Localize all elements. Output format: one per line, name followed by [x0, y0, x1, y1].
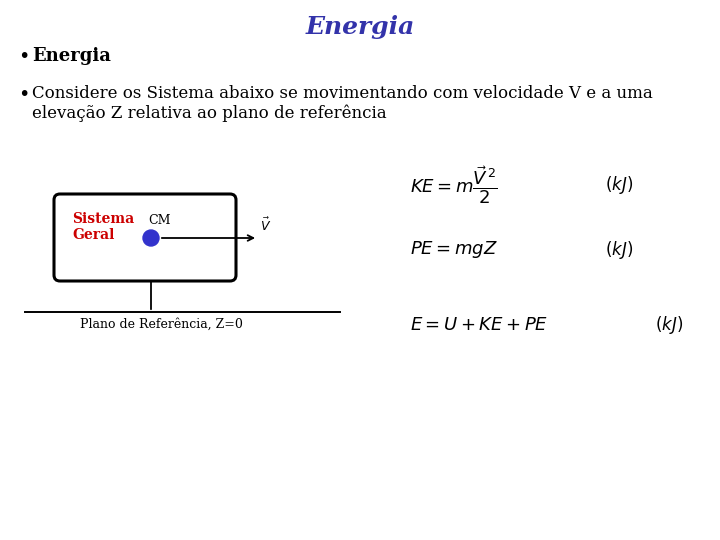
Text: Energia: Energia	[32, 47, 111, 65]
Text: Considere os Sistema abaixo se movimentando com velocidade V e a uma: Considere os Sistema abaixo se movimenta…	[32, 85, 653, 102]
Text: Sistema: Sistema	[72, 212, 134, 226]
Text: Plano de Referência, Z=0: Plano de Referência, Z=0	[80, 318, 243, 331]
Text: $(kJ)$: $(kJ)$	[605, 239, 633, 261]
Text: CM: CM	[148, 214, 171, 227]
Text: $\vec{V}$: $\vec{V}$	[260, 217, 271, 234]
Text: elevação Z relativa ao plano de referência: elevação Z relativa ao plano de referênc…	[32, 104, 387, 122]
Text: Geral: Geral	[72, 228, 114, 242]
Text: $(kJ)$: $(kJ)$	[655, 314, 683, 336]
FancyBboxPatch shape	[54, 194, 236, 281]
Text: $(kJ)$: $(kJ)$	[605, 174, 633, 196]
Text: z: z	[155, 270, 163, 284]
Text: $KE = m\dfrac{\vec{V}^{\,2}}{2}$: $KE = m\dfrac{\vec{V}^{\,2}}{2}$	[410, 164, 498, 206]
Text: Energia: Energia	[305, 15, 415, 39]
Text: •: •	[18, 85, 30, 104]
Text: $E = U + KE + PE$: $E = U + KE + PE$	[410, 316, 548, 334]
Text: $PE = mgZ$: $PE = mgZ$	[410, 240, 498, 260]
Text: •: •	[18, 47, 30, 66]
Circle shape	[143, 230, 159, 246]
